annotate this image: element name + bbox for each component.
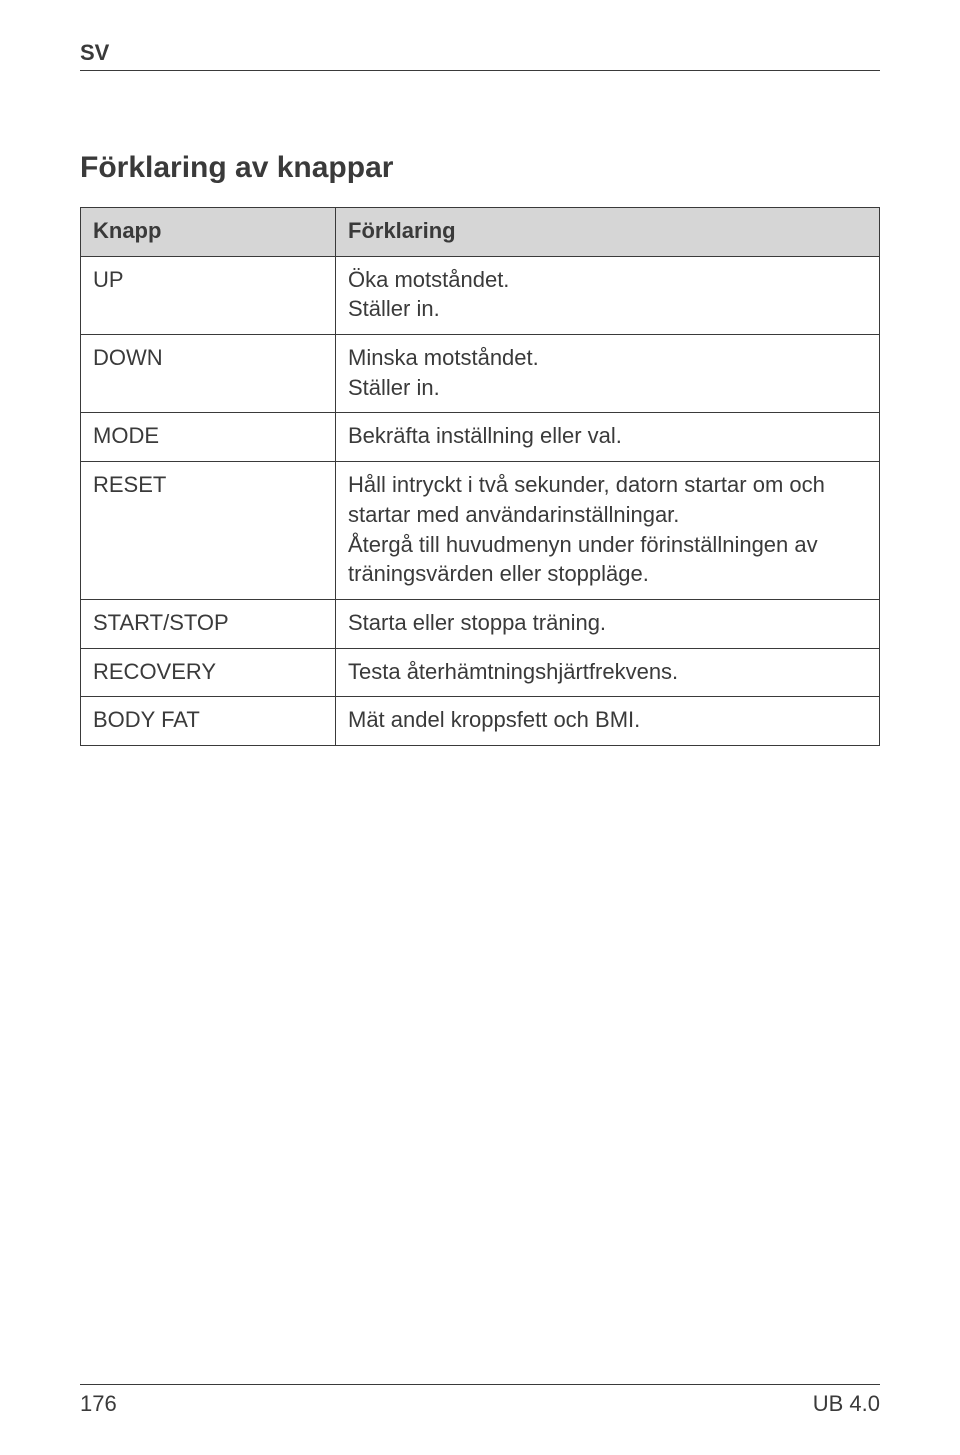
cell-forklaring: Starta eller stoppa träning. [336, 599, 880, 648]
cell-knapp: MODE [81, 413, 336, 462]
footer-page-number: 176 [80, 1391, 117, 1417]
buttons-table: Knapp Förklaring UP Öka motståndet.Ställ… [80, 207, 880, 746]
page-title: Förklaring av knappar [80, 151, 880, 185]
cell-forklaring: Minska motståndet.Ställer in. [336, 335, 880, 413]
cell-knapp: START/STOP [81, 599, 336, 648]
cell-knapp: RESET [81, 462, 336, 600]
header-rule [80, 70, 880, 71]
page: SV Förklaring av knappar Knapp Förklarin… [0, 0, 960, 1455]
table-row: RECOVERY Testa återhämtningshjärtfrekven… [81, 648, 880, 697]
table-row: BODY FAT Mät andel kroppsfett och BMI. [81, 697, 880, 746]
cell-forklaring: Bekräfta inställning eller val. [336, 413, 880, 462]
cell-forklaring: Testa återhämtningshjärtfrekvens. [336, 648, 880, 697]
cell-forklaring: Håll intryckt i två sekunder, datorn sta… [336, 462, 880, 600]
table-row: UP Öka motståndet.Ställer in. [81, 256, 880, 334]
cell-forklaring: Mät andel kroppsfett och BMI. [336, 697, 880, 746]
cell-knapp: UP [81, 256, 336, 334]
table-header-row: Knapp Förklaring [81, 208, 880, 257]
cell-knapp: BODY FAT [81, 697, 336, 746]
cell-knapp: RECOVERY [81, 648, 336, 697]
footer-doc-id: UB 4.0 [813, 1391, 880, 1417]
table-row: START/STOP Starta eller stoppa träning. [81, 599, 880, 648]
col-header-knapp: Knapp [81, 208, 336, 257]
footer: 176 UB 4.0 [80, 1384, 880, 1417]
table-row: MODE Bekräfta inställning eller val. [81, 413, 880, 462]
header-lang: SV [80, 40, 880, 66]
cell-forklaring: Öka motståndet.Ställer in. [336, 256, 880, 334]
table-row: RESET Håll intryckt i två sekunder, dato… [81, 462, 880, 600]
table-row: DOWN Minska motståndet.Ställer in. [81, 335, 880, 413]
cell-knapp: DOWN [81, 335, 336, 413]
col-header-forklaring: Förklaring [336, 208, 880, 257]
